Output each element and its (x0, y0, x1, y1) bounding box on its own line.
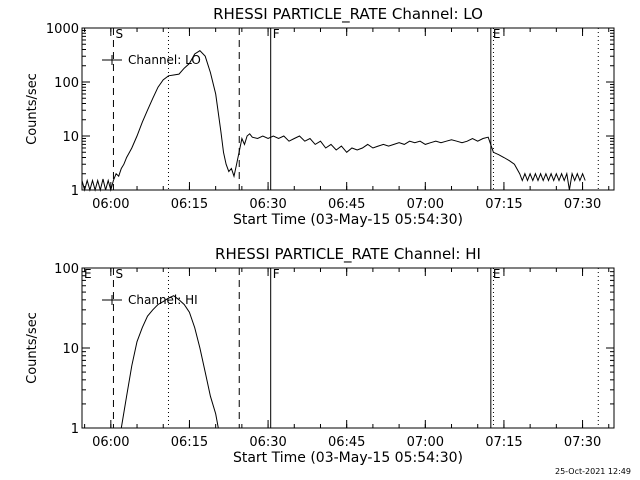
event-marker-label: F (273, 267, 280, 281)
chart-title: RHESSI PARTICLE_RATE Channel: LO (213, 5, 483, 24)
chart-title: RHESSI PARTICLE_RATE Channel: HI (215, 245, 481, 264)
event-marker-label: S (115, 267, 123, 281)
x-tick-label: 06:00 (92, 197, 129, 212)
x-tick-label: 07:30 (564, 197, 601, 212)
y-tick-label: 1 (71, 422, 79, 437)
y-tick-label: 100 (54, 262, 79, 277)
x-tick-label: 07:15 (485, 435, 522, 450)
legend-label: Channel: HI (128, 293, 198, 307)
y-tick-label: 100 (54, 76, 79, 91)
series-line-0 (120, 295, 219, 429)
plot-frame (81, 267, 615, 429)
x-tick-label: 06:15 (171, 197, 208, 212)
timestamp-label: 25-Oct-2021 12:49 (555, 467, 631, 476)
x-tick-label: 06:30 (249, 197, 286, 212)
x-tick-label: 06:00 (92, 435, 129, 450)
legend-label: Channel: LO (128, 53, 201, 67)
event-marker-label: E (493, 27, 501, 41)
x-tick-label: 06:30 (249, 435, 286, 450)
y-tick-label: 10 (62, 130, 79, 145)
plot-frame (81, 27, 615, 191)
x-tick-label: 06:15 (171, 435, 208, 450)
event-marker-label: E (493, 267, 501, 281)
y-tick-label: 1000 (46, 22, 79, 37)
series-line-0 (81, 50, 586, 192)
x-tick-label: 07:00 (407, 197, 444, 212)
x-tick-label: 06:45 (328, 435, 365, 450)
y-tick-label: 1 (71, 184, 79, 199)
x-axis-label: Start Time (03-May-15 05:54:30) (233, 450, 463, 466)
event-marker-label: E (84, 267, 92, 281)
x-tick-label: 06:45 (328, 197, 365, 212)
event-marker-label: F (273, 27, 280, 41)
x-tick-label: 07:30 (564, 435, 601, 450)
x-tick-label: 07:00 (407, 435, 444, 450)
x-tick-label: 07:15 (485, 197, 522, 212)
y-axis-label: Counts/sec (25, 312, 40, 384)
y-axis-label: Counts/sec (25, 73, 40, 145)
x-axis-label: Start Time (03-May-15 05:54:30) (233, 212, 463, 228)
y-tick-label: 10 (62, 342, 79, 357)
event-marker-label: S (115, 27, 123, 41)
